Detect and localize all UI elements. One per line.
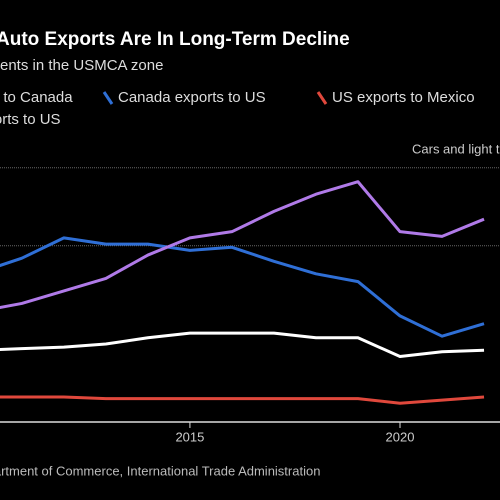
legend-label: Canada exports to US (118, 89, 266, 106)
annotation: Cars and light trucks (412, 141, 500, 156)
x-tick-label: 2015 (175, 429, 204, 444)
legend-label: US exports to Mexico (332, 89, 475, 106)
chart-subtitle: ents in the USMCA zone (0, 57, 163, 74)
chart-title: Auto Exports Are In Long-Term Decline (0, 29, 350, 50)
legend-key (102, 91, 114, 105)
legend-label: US exports to Canada (0, 89, 73, 106)
series-line (0, 236, 485, 338)
legend-label: Mexico exports to US (0, 111, 61, 128)
series-line (0, 180, 485, 310)
legend-key (316, 91, 328, 105)
x-tick-label: 2020 (386, 429, 415, 444)
source: Department of Commerce, International Tr… (0, 463, 320, 478)
series-line (0, 331, 485, 358)
series-line (0, 395, 485, 405)
